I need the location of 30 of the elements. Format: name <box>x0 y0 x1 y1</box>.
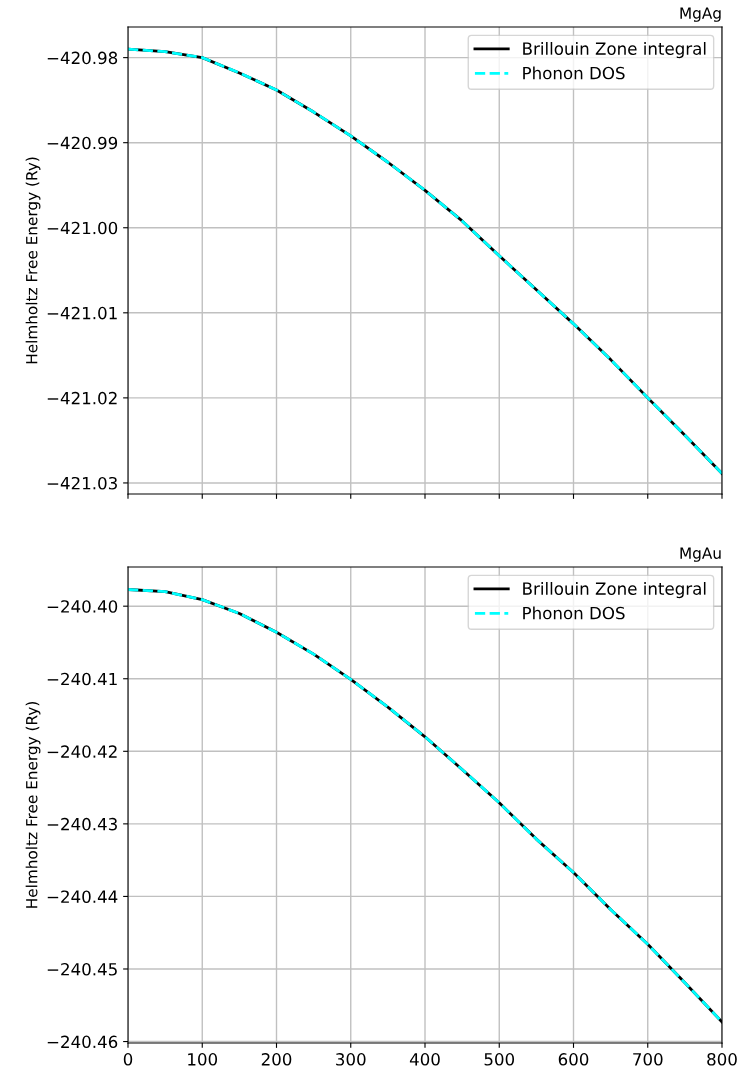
x-tick-label: 500 <box>484 1053 515 1066</box>
y-tick-label: −421.01 <box>47 306 117 320</box>
chart-title: MgAu <box>680 547 721 562</box>
legend-label: Brillouin Zone integral <box>523 42 706 59</box>
y-tick-label: −421.02 <box>47 391 117 405</box>
y-tick-label: −420.99 <box>47 136 118 150</box>
y-tick-label: −240.46 <box>47 1035 118 1049</box>
legend-label: Phonon DOS <box>523 606 625 620</box>
y-tick-label: −240.40 <box>47 600 118 613</box>
y-axis-title: Helmholtz Free Energy (Ry) <box>25 157 41 364</box>
y-axis-title: Helmholtz Free Energy (Ry) <box>25 702 41 908</box>
y-tick-label: −240.42 <box>47 745 117 758</box>
x-tick-label: 100 <box>188 1053 218 1066</box>
y-tick-label: −420.98 <box>47 51 118 65</box>
legend-label: Phonon DOS <box>523 66 625 80</box>
y-tick-label: −421.03 <box>47 476 117 490</box>
y-tick-label: −240.41 <box>47 672 117 686</box>
x-tick-label: 400 <box>409 1053 440 1066</box>
x-tick-label: 200 <box>261 1053 292 1066</box>
x-tick-label: 0 <box>123 1053 133 1066</box>
x-tick-label: 700 <box>633 1053 663 1066</box>
chart-title: MgAg <box>680 7 721 22</box>
legend-label: Brillouin Zone integral <box>523 582 706 599</box>
y-tick-label: −240.45 <box>47 962 117 976</box>
y-tick-label: −421.00 <box>47 221 118 235</box>
x-tick-label: 600 <box>558 1053 589 1066</box>
y-tick-label: −240.44 <box>47 890 118 903</box>
x-tick-label: 300 <box>336 1053 366 1066</box>
x-tick-label: 800 <box>707 1053 737 1066</box>
y-tick-label: −240.43 <box>47 817 117 831</box>
